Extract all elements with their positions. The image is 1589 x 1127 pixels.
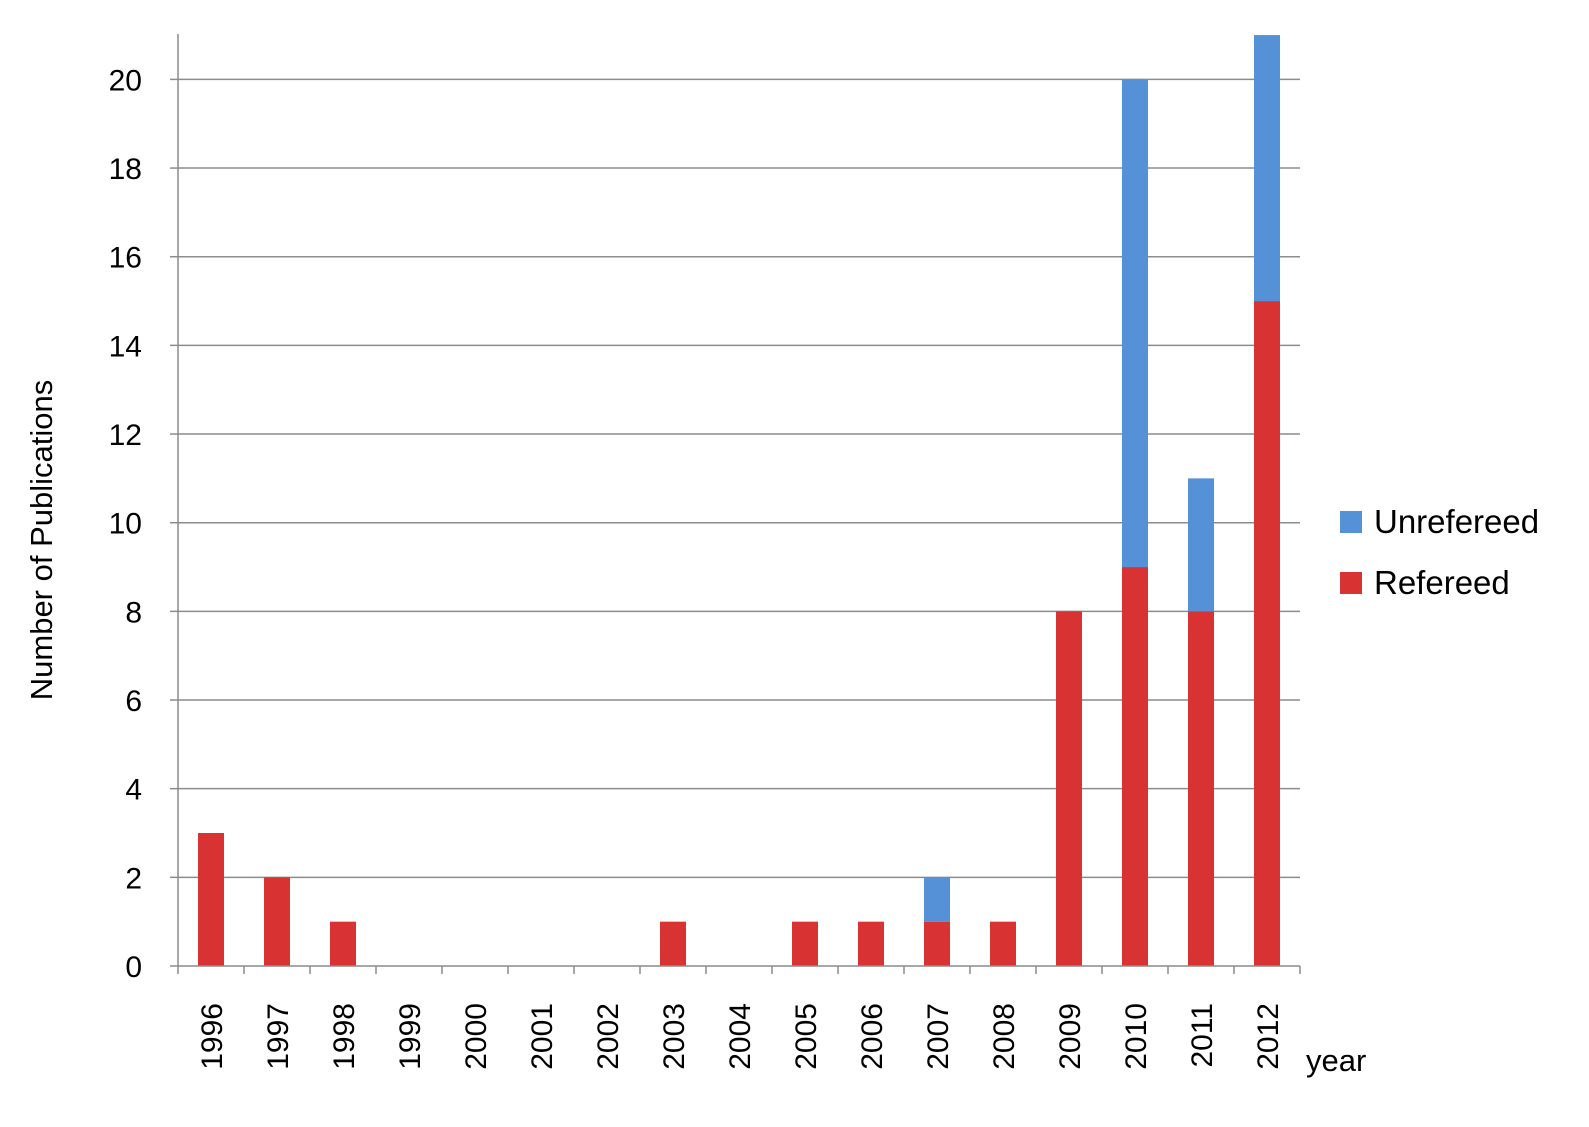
y-tick-label: 0 xyxy=(125,951,142,984)
x-tick-label: 1996 xyxy=(196,1003,229,1070)
x-tick-label: 2000 xyxy=(460,1003,493,1070)
y-tick-label: 14 xyxy=(109,330,142,363)
y-tick-label: 4 xyxy=(125,774,142,807)
y-tick-label: 20 xyxy=(109,64,142,97)
bar-refereed-1997 xyxy=(264,877,290,966)
x-tick-label: 2009 xyxy=(1054,1003,1087,1070)
bar-refereed-1996 xyxy=(198,833,224,966)
bar-refereed-2008 xyxy=(990,921,1016,966)
bar-unrefereed-2007 xyxy=(924,877,950,922)
x-tick-label: 2002 xyxy=(592,1003,625,1070)
bar-refereed-2006 xyxy=(858,921,884,966)
bar-refereed-2010 xyxy=(1122,567,1148,966)
tick-labels: 0 2 4 6 8 10 12 14 16 18 20 1996 1997 1998 1999 2000 200… xyxy=(109,64,1285,1069)
legend: Unrefereed Refereed xyxy=(1340,503,1539,601)
bar-unrefereed-2012 xyxy=(1254,35,1280,302)
y-tick-label: 18 xyxy=(109,153,142,186)
x-tick-label: 2011 xyxy=(1186,1003,1219,1068)
bar-refereed-1998 xyxy=(330,921,356,966)
x-tick-label: 2008 xyxy=(988,1003,1021,1070)
legend-swatch-unrefereed xyxy=(1340,511,1362,533)
bar-unrefereed-2010 xyxy=(1122,79,1148,568)
y-tick-label: 10 xyxy=(109,508,142,541)
y-tick-label: 8 xyxy=(125,596,142,629)
x-tick-label: 2006 xyxy=(856,1003,889,1070)
x-tick-label: 1998 xyxy=(328,1003,361,1070)
y-tick-label: 2 xyxy=(125,862,142,895)
axes xyxy=(170,34,1301,974)
y-tick-label: 12 xyxy=(109,419,142,452)
x-tick-label: 2001 xyxy=(526,1003,559,1070)
y-tick-label: 6 xyxy=(125,685,142,718)
x-tick-label: 2007 xyxy=(922,1003,955,1070)
bar-refereed-2012 xyxy=(1254,301,1280,966)
bar-refereed-2009 xyxy=(1056,611,1082,966)
legend-label-refereed: Refereed xyxy=(1374,564,1510,601)
bar-refereed-2005 xyxy=(792,921,818,966)
bar-refereed-2007 xyxy=(924,921,950,966)
x-tick-label: 1999 xyxy=(394,1003,427,1070)
x-axis-title: year xyxy=(1306,1043,1366,1078)
y-tick-label: 16 xyxy=(109,242,142,275)
grid-lines xyxy=(178,78,1300,879)
x-tick-label: 2010 xyxy=(1120,1003,1153,1070)
y-axis-title: Number of Publications xyxy=(24,380,59,701)
x-tick-label: 2004 xyxy=(724,1003,757,1070)
legend-swatch-refereed xyxy=(1340,572,1362,594)
x-tick-label: 2012 xyxy=(1252,1003,1285,1070)
bar-unrefereed-2011 xyxy=(1188,478,1214,612)
bar-refereed-2011 xyxy=(1188,611,1214,966)
x-tick-label: 2005 xyxy=(790,1003,823,1070)
legend-label-unrefereed: Unrefereed xyxy=(1374,503,1539,540)
bars xyxy=(198,35,1280,966)
x-tick-label: 1997 xyxy=(262,1003,295,1070)
x-tick-label: 2003 xyxy=(658,1003,691,1070)
bar-refereed-2003 xyxy=(660,921,686,966)
